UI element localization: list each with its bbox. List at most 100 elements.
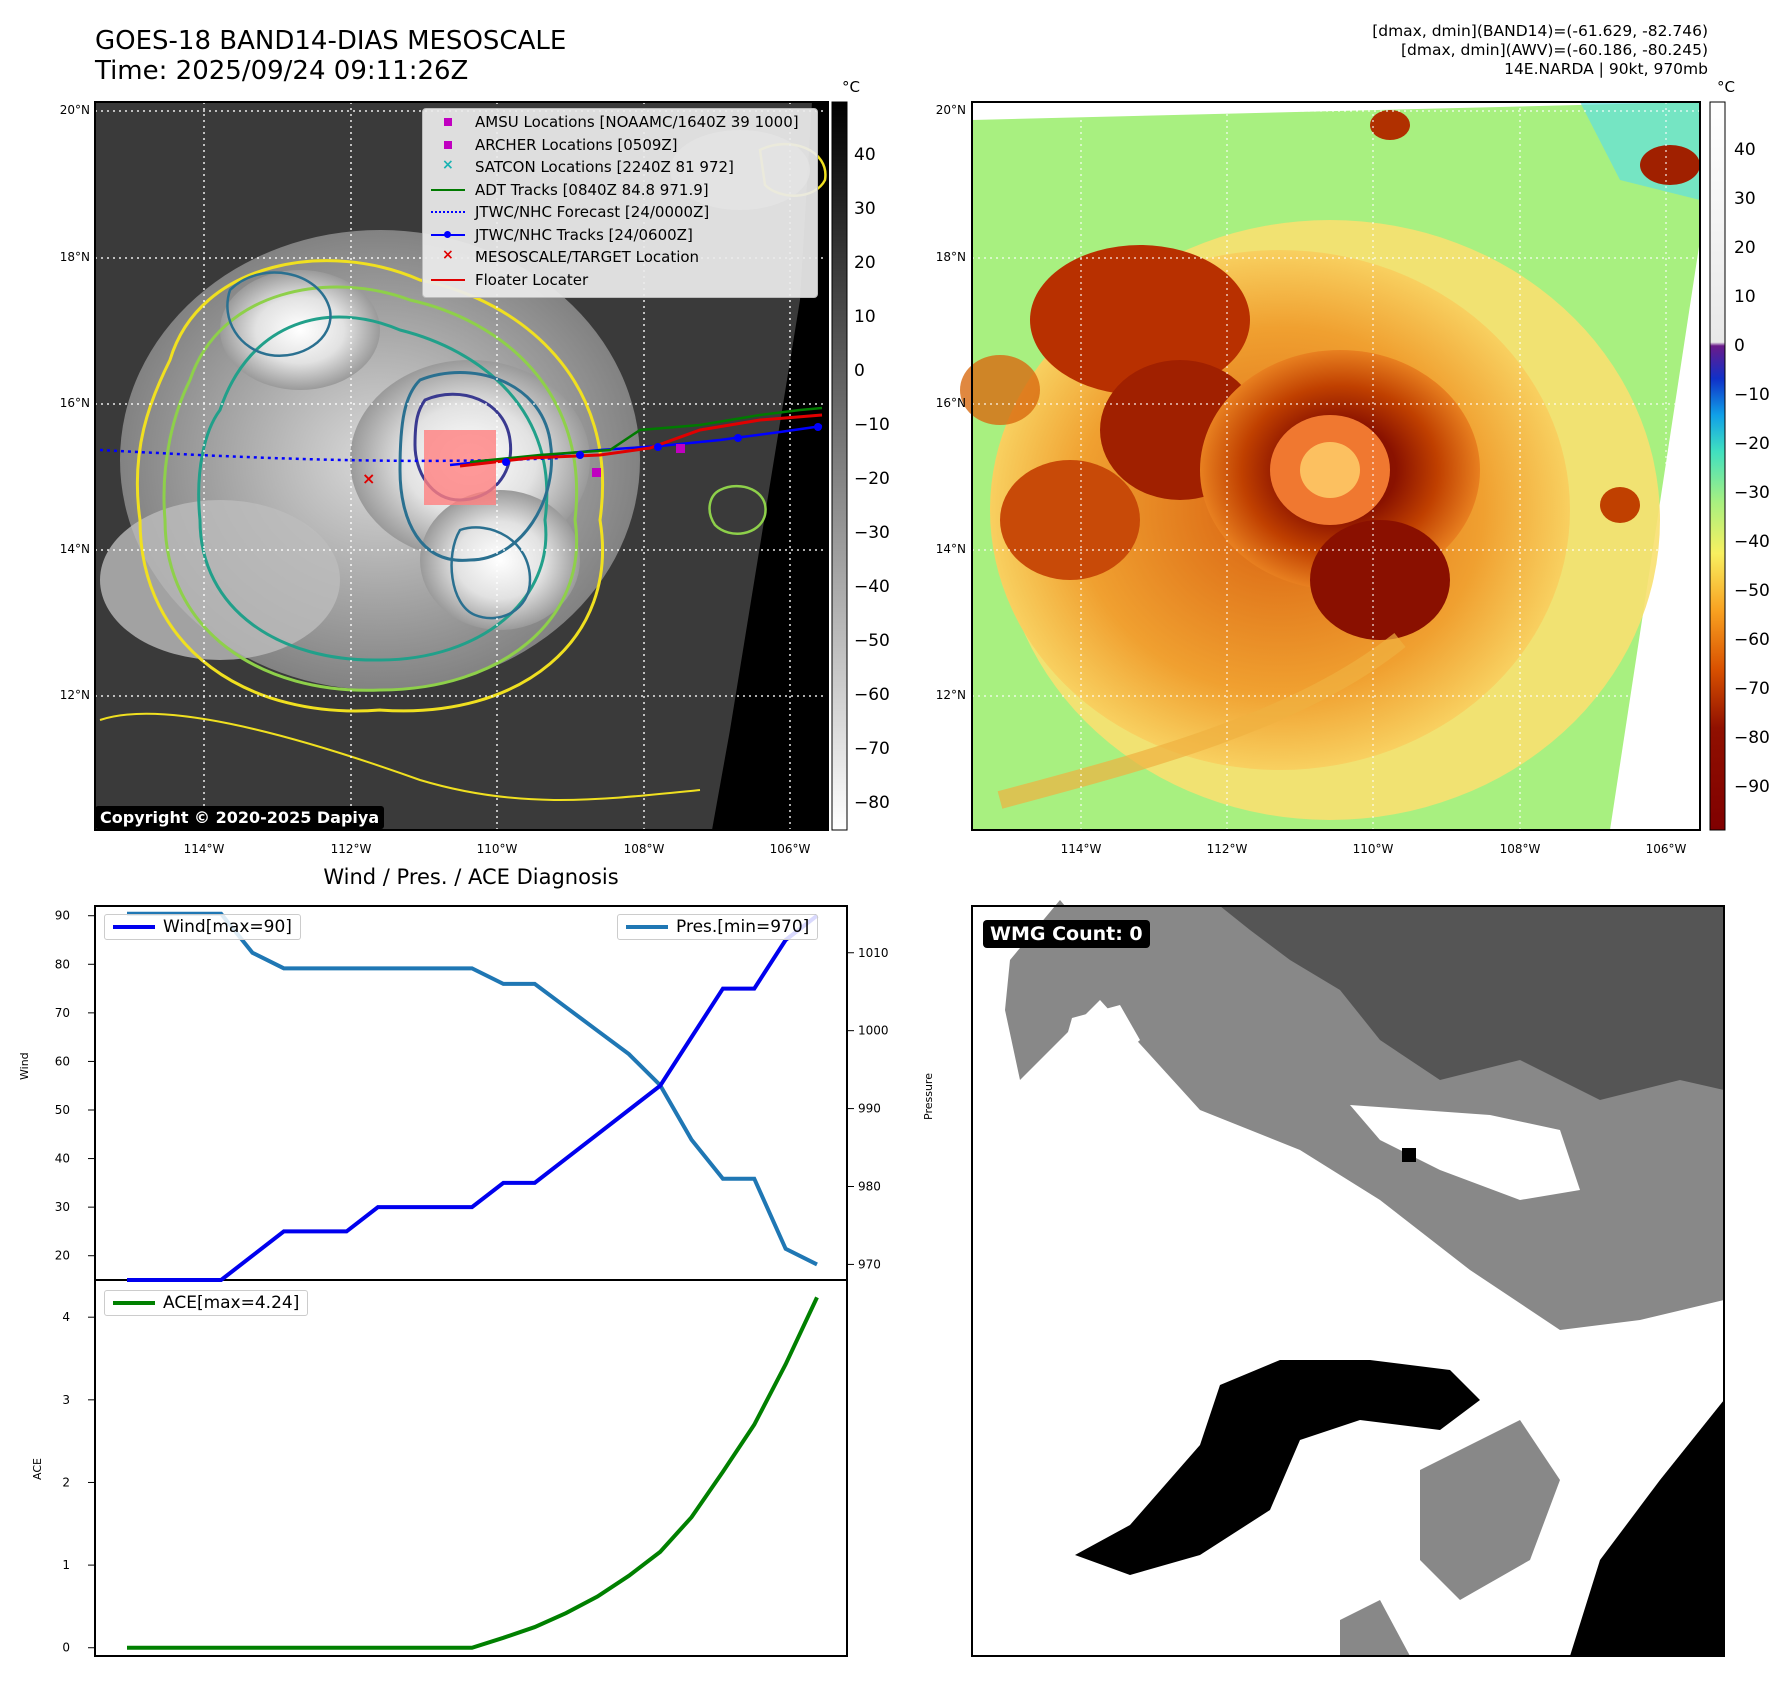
legend-wind-label: Wind[max=90] xyxy=(163,917,292,937)
colorbar-gray-tick: 20 xyxy=(854,253,876,273)
legend-wind-swatch xyxy=(113,925,155,929)
pressure-series-line xyxy=(127,911,818,1267)
colorbar-gray xyxy=(831,101,848,831)
lon-tick-label-left-map: 106°W xyxy=(769,842,811,856)
pressure-axis-label: Pressure xyxy=(922,1073,935,1120)
colorbar-gray-tick: −50 xyxy=(854,631,890,651)
lat-tick-label-right-map: 12°N xyxy=(935,688,966,702)
colorbar-color-tick: −30 xyxy=(1734,483,1770,503)
wind-tick-label: 60 xyxy=(55,1054,70,1068)
colorbar-color-unit: °C xyxy=(1717,78,1735,96)
colorbar-color-tick: −50 xyxy=(1734,581,1770,601)
wind-pres-frame xyxy=(94,905,848,1281)
legend-pres-swatch xyxy=(626,925,668,929)
lon-tick-label-right-map: 106°W xyxy=(1645,842,1687,856)
wmg-count-badge: WMG Count: 0 xyxy=(983,920,1150,948)
wind-tick-label: 90 xyxy=(55,909,70,923)
map-legend: AMSU Locations [NOAAMC/1640Z 39 1000] ARC… xyxy=(422,108,818,298)
legend-pres-label: Pres.[min=970] xyxy=(676,917,810,937)
stats-awv: [dmax, dmin](AWV)=(-60.186, -80.245) xyxy=(1401,41,1708,59)
wind-tick-label: 80 xyxy=(55,957,70,971)
lon-tick-label-right-map: 114°W xyxy=(1060,842,1102,856)
legend-row: × SATCON Locations [2240Z 81 972] xyxy=(431,157,734,176)
diagnosis-title: Wind / Pres. / ACE Diagnosis xyxy=(323,865,619,889)
pres-tick-label: 980 xyxy=(858,1180,881,1194)
legend-row: JTWC/NHC Tracks [24/0600Z] xyxy=(431,226,693,244)
colorbar-color-tick: 30 xyxy=(1734,189,1756,209)
wind-axis-label: Wind xyxy=(18,1052,31,1080)
colorbar-color xyxy=(1709,101,1726,831)
legend-row: JTWC/NHC Forecast [24/0000Z] xyxy=(431,203,709,221)
lat-tick-label-right-map: 18°N xyxy=(935,250,966,264)
colorbar-color-tick: −40 xyxy=(1734,532,1770,552)
legend-label: JTWC/NHC Forecast [24/0000Z] xyxy=(475,203,710,221)
copyright-badge: Copyright © 2020-2025 Dapiya xyxy=(95,806,385,829)
legend-pres: Pres.[min=970] xyxy=(617,914,819,940)
ir-color-map xyxy=(960,101,1701,831)
colorbar-gray-unit: °C xyxy=(842,78,860,96)
legend-label: Floater Locater xyxy=(475,270,589,289)
lon-tick-label-left-map: 114°W xyxy=(183,842,225,856)
ace-frame xyxy=(94,1279,848,1657)
colorbar-gray-tick: 0 xyxy=(854,361,865,381)
colorbar-color-tick: −80 xyxy=(1734,728,1770,748)
ace-tick-label: 0 xyxy=(62,1641,70,1655)
legend-symbol xyxy=(431,116,465,128)
colorbar-color-tick: 20 xyxy=(1734,238,1756,258)
legend-label: SATCON Locations [2240Z 81 972] xyxy=(475,158,734,176)
ace-axis-label: ACE xyxy=(31,1458,44,1480)
stats-block: [dmax, dmin](BAND14)=(-61.629, -82.746) … xyxy=(1372,22,1708,79)
storm-info: 14E.NARDA | 90kt, 970mb xyxy=(1504,60,1708,78)
ace-series-line xyxy=(127,1296,819,1650)
colorbar-gray-tick: −60 xyxy=(854,685,890,705)
svg-text:×: × xyxy=(362,469,375,488)
legend-row: Floater Locater xyxy=(431,271,588,289)
pres-tick-label: 970 xyxy=(858,1257,881,1271)
lon-tick-label-left-map: 110°W xyxy=(476,842,518,856)
ace-tick-label: 4 xyxy=(62,1310,70,1324)
lat-tick-label-right-map: 14°N xyxy=(935,542,966,556)
colorbar-color-tick: −20 xyxy=(1734,434,1770,454)
legend-symbol xyxy=(431,139,465,151)
lat-tick-label-left-map: 18°N xyxy=(59,250,90,264)
legend-symbol xyxy=(431,229,465,241)
ace-tick-label: 1 xyxy=(62,1558,70,1572)
pres-tick-label: 1000 xyxy=(858,1024,889,1038)
legend-ace: ACE[max=4.24] xyxy=(104,1290,309,1316)
wind-tick-label: 50 xyxy=(55,1103,70,1117)
colorbar-gray-tick: 10 xyxy=(854,307,876,327)
lon-tick-label-left-map: 112°W xyxy=(330,842,372,856)
colorbar-color-tick: −90 xyxy=(1734,777,1770,797)
lat-tick-label-right-map: 20°N xyxy=(935,103,966,117)
colorbar-color-tick: −70 xyxy=(1734,679,1770,699)
lon-tick-label-right-map: 110°W xyxy=(1352,842,1394,856)
figure-title-block: GOES-18 BAND14-DIAS MESOSCALE Time: 2025/… xyxy=(95,26,566,86)
legend-label: ADT Tracks [0840Z 84.8 971.9] xyxy=(475,180,709,199)
wind-tick-label: 20 xyxy=(55,1249,70,1263)
colorbar-color-tick: −60 xyxy=(1734,630,1770,650)
legend-label: AMSU Locations [NOAAMC/1640Z 39 1000] xyxy=(475,113,799,131)
colorbar-gray-tick: −20 xyxy=(854,469,890,489)
legend-row: AMSU Locations [NOAAMC/1640Z 39 1000] xyxy=(431,113,799,131)
ace-tick-label: 3 xyxy=(62,1393,70,1407)
figure-title: GOES-18 BAND14-DIAS MESOSCALE xyxy=(95,26,567,56)
colorbar-gray-tick: −40 xyxy=(854,577,890,597)
legend-symbol xyxy=(431,274,465,286)
colorbar-gray-tick: −70 xyxy=(854,739,890,759)
colorbar-gray-tick: 40 xyxy=(854,145,876,165)
colorbar-gray-tick: −30 xyxy=(854,523,890,543)
legend-symbol: × xyxy=(442,247,454,263)
figure-time: Time: 2025/09/24 09:11:26Z xyxy=(95,56,469,86)
colorbar-gray-tick: −10 xyxy=(854,415,890,435)
stats-band14: [dmax, dmin](BAND14)=(-61.629, -82.746) xyxy=(1372,22,1708,40)
wind-tick-label: 30 xyxy=(55,1200,70,1214)
legend-label: MESOSCALE/TARGET Location xyxy=(475,248,700,266)
lon-tick-label-left-map: 108°W xyxy=(623,842,665,856)
legend-row: ARCHER Locations [0509Z] xyxy=(431,136,678,154)
legend-ace-swatch xyxy=(113,1301,155,1305)
colorbar-color-tick: 0 xyxy=(1734,336,1745,356)
wind-tick-label: 40 xyxy=(55,1152,70,1166)
legend-row: ADT Tracks [0840Z 84.8 971.9] xyxy=(431,181,709,199)
legend-label: JTWC/NHC Tracks [24/0600Z] xyxy=(475,225,693,244)
